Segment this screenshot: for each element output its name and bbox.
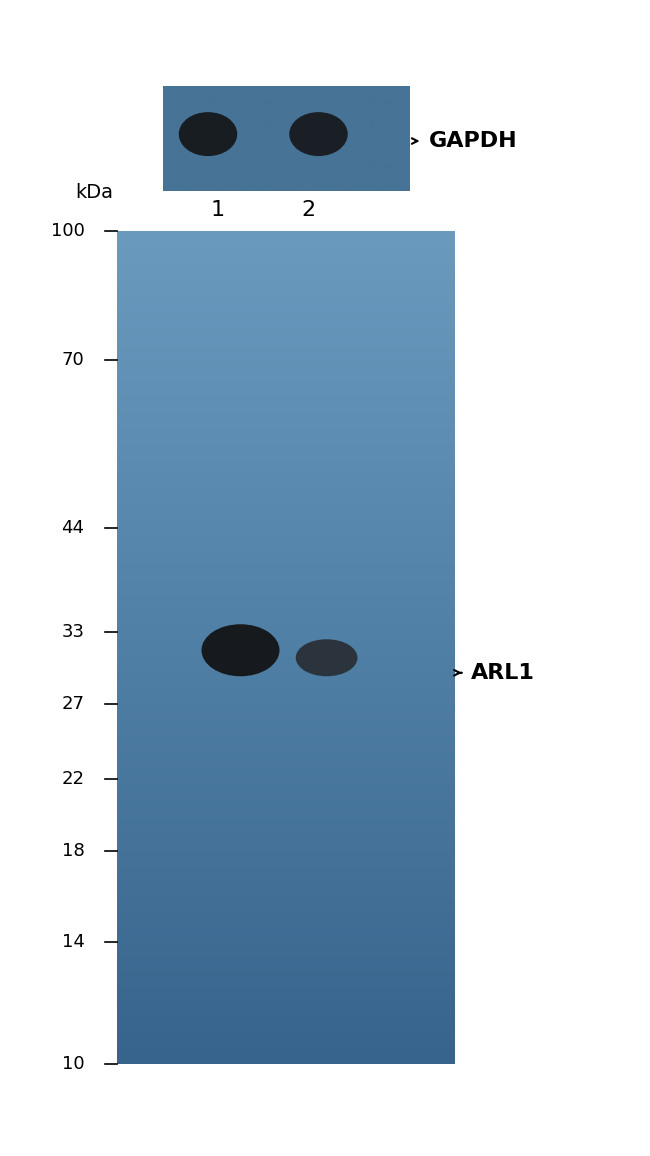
Text: 2: 2 [302, 200, 316, 220]
Text: 100: 100 [51, 222, 84, 240]
Text: kDa: kDa [75, 184, 113, 202]
Ellipse shape [289, 112, 348, 156]
Text: 18: 18 [62, 842, 84, 860]
Ellipse shape [296, 639, 358, 676]
Text: 44: 44 [62, 519, 84, 536]
Text: 22: 22 [62, 770, 84, 787]
Text: 10: 10 [62, 1054, 84, 1073]
Text: 14: 14 [62, 933, 84, 951]
Text: ARL1: ARL1 [471, 662, 535, 683]
Ellipse shape [179, 112, 237, 156]
Text: 33: 33 [62, 623, 84, 640]
Text: 70: 70 [62, 351, 84, 369]
Ellipse shape [202, 624, 280, 676]
Text: 1: 1 [211, 200, 225, 220]
Text: 27: 27 [62, 696, 84, 713]
Text: GAPDH: GAPDH [429, 131, 517, 151]
